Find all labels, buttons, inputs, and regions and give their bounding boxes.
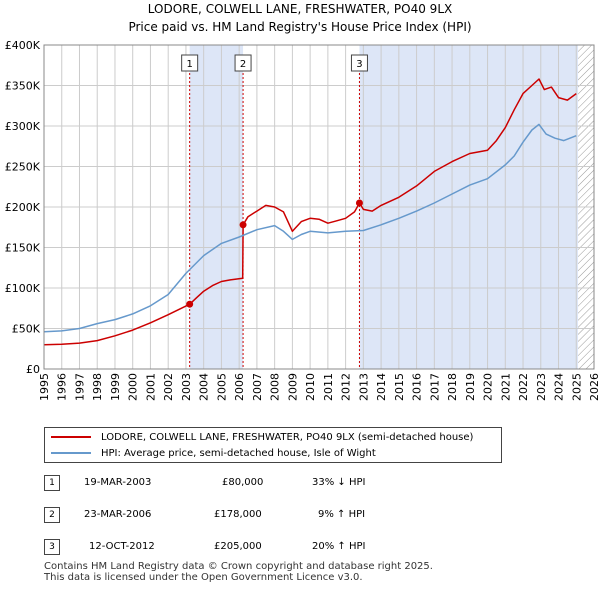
- price-chart: 1 2 3 £0 £50K £100K £150K £200K £250K £300K £350K…: [5, 39, 600, 401]
- x-tick-label: 2004: [198, 373, 211, 401]
- transaction-price: £80,000: [222, 477, 264, 488]
- x-tick-label: 2016: [411, 373, 424, 401]
- transaction-price: £178,000: [214, 509, 262, 520]
- x-tick-label: 2007: [251, 373, 264, 401]
- transaction-number: 3: [44, 539, 60, 555]
- y-tick-label: £350K: [5, 80, 41, 93]
- x-tick-label: 2015: [393, 373, 406, 401]
- footer-licence: This data is licensed under the Open Gov…: [44, 572, 363, 583]
- y-tick-label: £300K: [5, 120, 41, 133]
- x-tick-label: 2001: [144, 373, 157, 401]
- x-tick-label: 2021: [499, 373, 512, 401]
- x-tick-label: 2010: [304, 373, 317, 401]
- y-tick-label: £200K: [5, 201, 41, 214]
- transaction-number: 1: [44, 475, 60, 491]
- x-tick-label: 1997: [73, 373, 86, 401]
- x-tick-label: 2022: [517, 373, 530, 401]
- series-line-hpi: [43, 123, 577, 333]
- footer-copyright: Contains HM Land Registry data © Crown c…: [44, 561, 433, 572]
- x-tick-label: 1995: [38, 373, 51, 401]
- x-tick-label: 2002: [162, 373, 175, 401]
- transaction-hpi: 33% ↓ HPI: [312, 477, 366, 488]
- transaction-date: 12-OCT-2012: [89, 541, 155, 552]
- x-tick-label: 2014: [375, 373, 388, 401]
- sale-point: [186, 300, 194, 308]
- transaction-row: 2 23-MAR-2006 £178,000 9% ↑ HPI: [0, 505, 600, 525]
- x-tick-label: 2006: [233, 373, 246, 401]
- x-tick-label: 1996: [56, 373, 69, 401]
- transaction-date: 19-MAR-2003: [84, 477, 152, 488]
- x-tick-label: 2026: [588, 373, 600, 401]
- legend-swatch-property: [51, 436, 91, 438]
- transaction-price: £205,000: [214, 541, 262, 552]
- transaction-row: 1 19-MAR-2003 £80,000 33% ↓ HPI: [0, 473, 600, 493]
- x-tick-label: 2011: [322, 373, 335, 401]
- legend: LODORE, COLWELL LANE, FRESHWATER, PO40 9…: [44, 427, 502, 463]
- x-tick-label: 2003: [180, 373, 193, 401]
- sale-label: 2: [240, 59, 246, 70]
- transaction-date: 23-MAR-2006: [84, 509, 152, 520]
- x-tick-label: 2000: [127, 373, 140, 401]
- x-tick-label: 2020: [482, 373, 495, 401]
- y-tick-label: £400K: [5, 39, 41, 52]
- transaction-hpi: 20% ↑ HPI: [312, 541, 366, 552]
- y-tick-label: £0: [26, 363, 40, 376]
- x-tick-label: 2025: [570, 373, 583, 401]
- sale-point: [355, 199, 363, 207]
- legend-label-hpi: HPI: Average price, semi-detached house,…: [101, 447, 376, 459]
- x-tick-label: 1999: [109, 373, 122, 401]
- chart-subtitle: Price paid vs. HM Land Registry's House …: [128, 20, 472, 34]
- legend-label-property: LODORE, COLWELL LANE, FRESHWATER, PO40 9…: [101, 431, 474, 443]
- sale-label: 3: [356, 59, 362, 70]
- x-tick-label: 2013: [357, 373, 370, 401]
- chart-title: LODORE, COLWELL LANE, FRESHWATER, PO40 9…: [147, 2, 453, 16]
- sale-label-box: [234, 54, 252, 72]
- sale-label: 1: [186, 59, 192, 70]
- y-tick-label: £250K: [5, 161, 41, 174]
- transaction-number: 2: [44, 507, 60, 523]
- plot-frame: [43, 44, 595, 370]
- x-tick-label: 2012: [340, 373, 353, 401]
- sale-label-box: [350, 54, 368, 72]
- x-tick-label: 2009: [286, 373, 299, 401]
- x-tick-label: 2018: [446, 373, 459, 401]
- x-tick-label: 1998: [91, 373, 104, 401]
- x-tick-label: 2024: [553, 373, 566, 401]
- transaction-row: 3 12-OCT-2012 £205,000 20% ↑ HPI: [0, 537, 600, 557]
- x-tick-label: 2005: [215, 373, 228, 401]
- sale-point: [239, 221, 247, 229]
- legend-swatch-hpi: [51, 452, 91, 454]
- y-tick-label: £150K: [5, 242, 41, 255]
- x-tick-label: 2023: [535, 373, 548, 401]
- legend-item-hpi: HPI: Average price, semi-detached house,…: [51, 445, 376, 461]
- y-tick-label: £50K: [12, 323, 41, 336]
- sale-label-box: [181, 54, 199, 72]
- x-tick-label: 2008: [269, 373, 282, 401]
- x-tick-label: 2017: [428, 373, 441, 401]
- transaction-hpi: 9% ↑ HPI: [318, 509, 366, 520]
- x-tick-label: 2019: [464, 373, 477, 401]
- legend-item-property: LODORE, COLWELL LANE, FRESHWATER, PO40 9…: [51, 429, 473, 445]
- y-tick-label: £100K: [5, 282, 41, 295]
